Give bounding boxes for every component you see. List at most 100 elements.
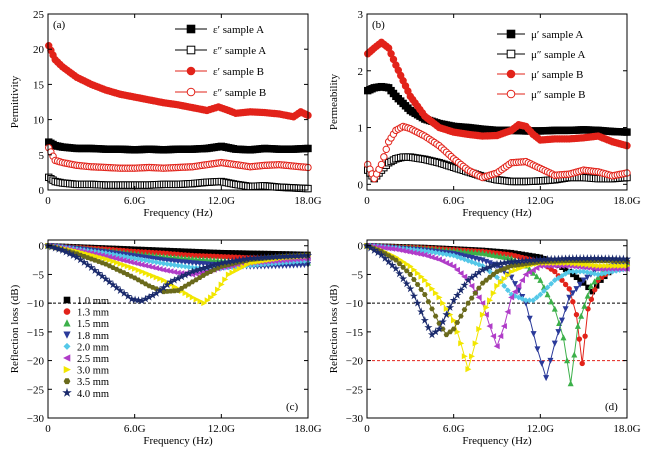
data-point (530, 297, 537, 304)
data-point (534, 346, 541, 353)
data-point (184, 268, 193, 277)
data-point (105, 277, 114, 286)
data-point (440, 300, 447, 307)
data-point (182, 259, 189, 266)
data-point (58, 245, 67, 254)
data-point (476, 285, 482, 291)
legend-label: μ″ sample A (531, 49, 586, 61)
data-point (76, 255, 85, 264)
series--sample-a (45, 138, 312, 154)
data-point (160, 260, 167, 267)
data-point (519, 295, 526, 302)
data-point (587, 282, 594, 289)
x-tick-label: 6.0G (124, 195, 146, 207)
data-point (482, 311, 489, 318)
data-point (497, 253, 504, 260)
data-point (178, 259, 185, 266)
data-point (469, 353, 476, 360)
data-point (124, 263, 131, 270)
data-point (436, 250, 443, 257)
data-point (486, 268, 493, 275)
data-point (489, 261, 498, 270)
y-tick-label: −30 (27, 413, 45, 425)
data-point (577, 281, 584, 288)
y-tick-label: −30 (346, 413, 364, 425)
data-point (511, 288, 518, 295)
data-point (424, 323, 433, 332)
data-point (160, 277, 167, 284)
data-point (505, 272, 512, 279)
data-point (526, 269, 533, 276)
data-point (501, 275, 508, 282)
data-point (479, 280, 486, 286)
data-point (487, 297, 494, 304)
data-point (134, 296, 143, 304)
data-point (377, 250, 386, 259)
x-tick-label: 18.0G (294, 423, 321, 435)
panel-b: 0 6.0G 12.0G 18.0G 0 1 2 3 Frequency (Hz) Permeab… (328, 9, 641, 219)
data-point (569, 290, 576, 297)
data-point (490, 272, 497, 277)
data-point (504, 287, 511, 294)
data-point (153, 256, 160, 263)
data-point (418, 287, 424, 292)
data-point (556, 319, 563, 326)
data-point (382, 145, 390, 154)
data-point (460, 281, 469, 289)
x-tick-label: 6.0G (443, 423, 465, 435)
data-point (215, 286, 222, 293)
x-tick-label: 18.0G (613, 423, 640, 435)
legend-label: μ′ sample B (531, 69, 583, 81)
data-point (579, 360, 585, 367)
data-point (178, 263, 185, 269)
data-point (164, 289, 170, 294)
data-point (457, 270, 464, 277)
data-point (225, 271, 232, 278)
data-point (609, 262, 616, 269)
data-point (564, 357, 571, 364)
data-point (166, 277, 175, 286)
data-point (555, 329, 562, 336)
legend-label: μ″ sample B (531, 89, 585, 101)
axes-frame (366, 13, 628, 191)
data-point (438, 317, 447, 326)
data-point (414, 282, 421, 287)
data-point (613, 262, 620, 269)
data-point (164, 257, 171, 264)
data-point (450, 317, 457, 324)
data-point (167, 261, 174, 268)
legend-label: 2.0 mm (77, 342, 109, 353)
series--sample-a (45, 173, 312, 193)
legend-label: 4.0 mm (77, 389, 109, 400)
data-point (417, 307, 426, 316)
series--sample-b (364, 122, 631, 183)
panel-tag: (c) (286, 401, 299, 413)
y-tick-label: −5 (351, 269, 363, 281)
data-point (461, 353, 468, 360)
axes-frame (47, 13, 309, 191)
panel-a: 0 6.0G 12.0G 18.0G 0 5 10 15 20 25 Frequency (Hz) P… (9, 9, 322, 219)
data-point (142, 270, 149, 277)
legend-marker (63, 378, 71, 385)
data-point (377, 160, 386, 169)
data-point (522, 271, 529, 278)
data-point (582, 333, 588, 339)
data-point (591, 278, 598, 285)
legend-marker (63, 308, 71, 315)
y-tick-label: 3 (358, 9, 364, 21)
data-point (560, 334, 567, 341)
data-point (483, 304, 490, 311)
data-point (500, 323, 507, 330)
data-point (403, 268, 410, 274)
data-point (218, 281, 225, 288)
data-point (72, 253, 82, 261)
data-point (422, 292, 428, 297)
y-tick-label: −20 (346, 356, 364, 368)
y-tick-label: −20 (27, 356, 45, 368)
legend-label: ε″ sample B (213, 87, 266, 99)
data-point (617, 262, 624, 269)
legend-marker (506, 69, 516, 79)
data-point (493, 252, 501, 259)
data-point (461, 307, 468, 312)
